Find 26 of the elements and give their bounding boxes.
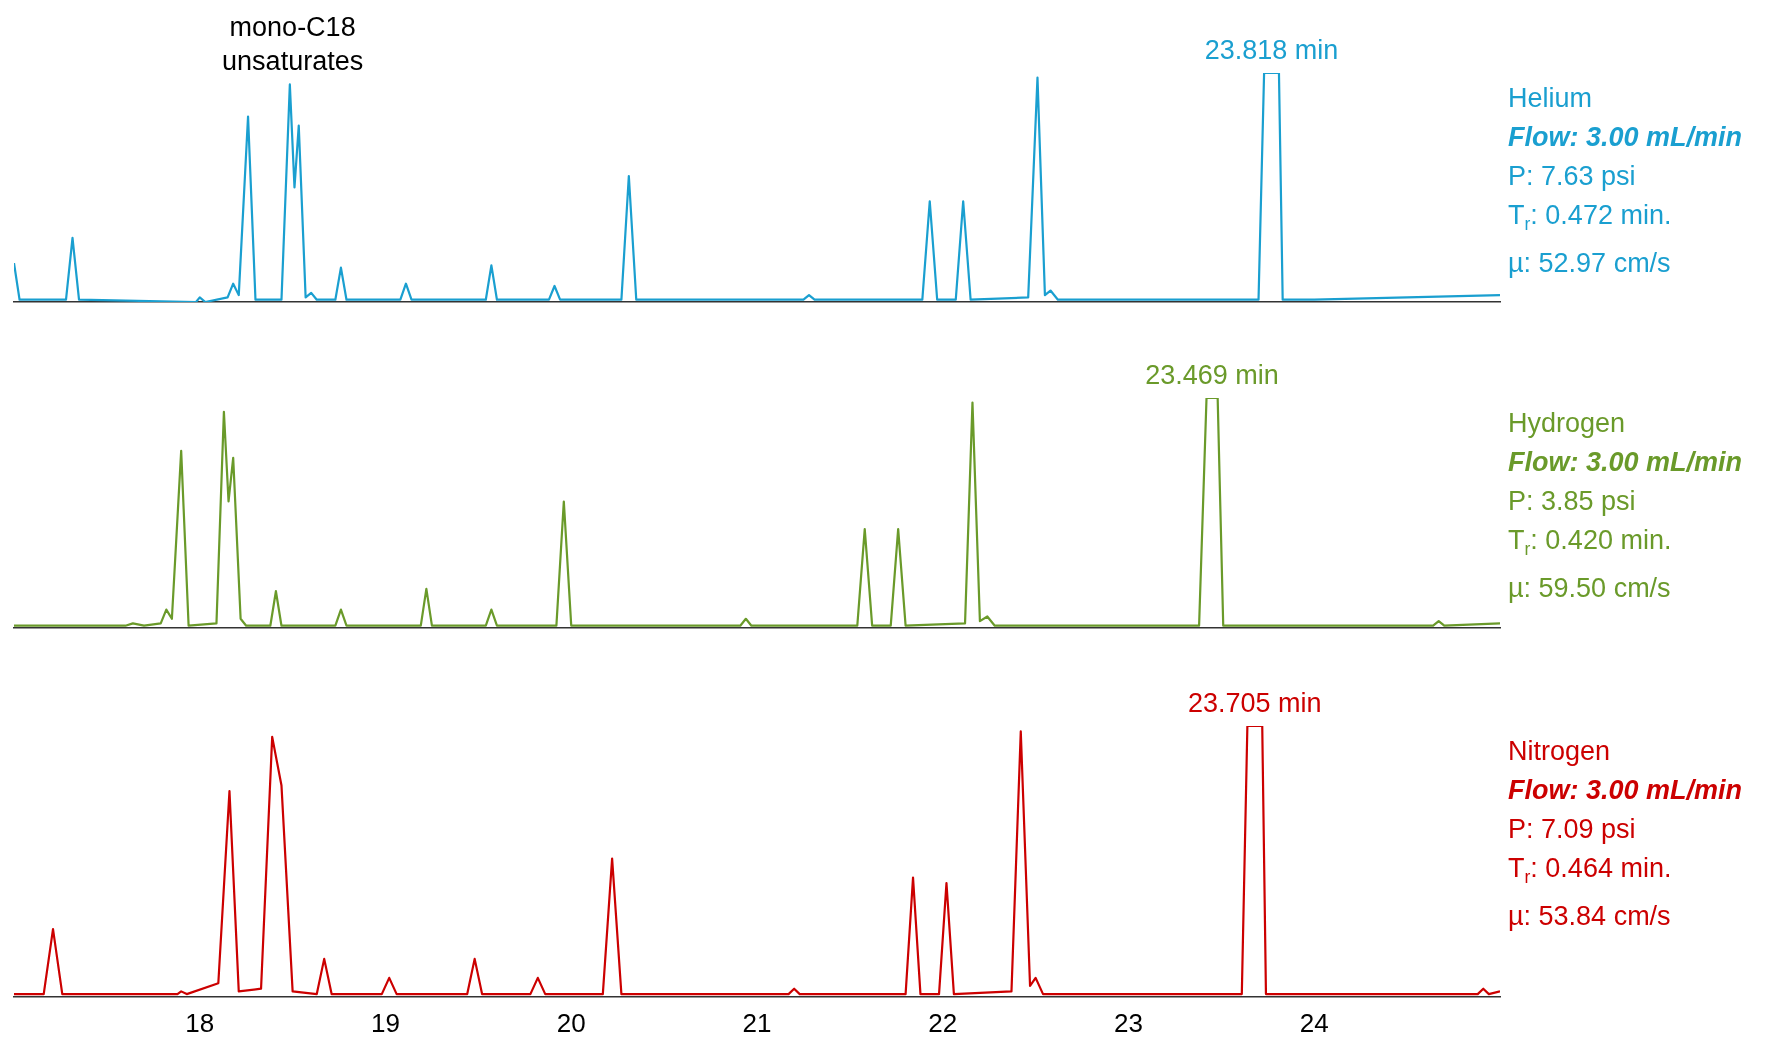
text: Helium — [1508, 82, 1594, 115]
x-tick-label: 20 — [556, 1007, 586, 1038]
text: Flow: 3.00 mL/min — [1508, 446, 1743, 479]
x-tick-label: 22 — [928, 1007, 958, 1038]
text: T$_{r}$: 0.464 min. — [1508, 852, 1673, 890]
x-tick-label: 19 — [371, 1007, 400, 1038]
text: µ: 59.50 cm/s — [1508, 572, 1672, 606]
text: T$_{r}$: 0.420 min. — [1508, 524, 1673, 562]
text: Flow: 3.00 mL/min — [1508, 774, 1743, 807]
text: Nitrogen — [1508, 735, 1612, 768]
text: Hydrogen — [1508, 407, 1627, 440]
x-tick-label: 23 — [1114, 1007, 1143, 1038]
x-tick-label: 18 — [185, 1007, 215, 1038]
text: P: 7.09 psi — [1508, 813, 1637, 846]
x-tick-label: 21 — [742, 1007, 772, 1038]
text: P: 3.85 psi — [1508, 485, 1637, 518]
text: µ: 53.84 cm/s — [1508, 900, 1672, 934]
x-tick-label: 24 — [1299, 1007, 1329, 1038]
text: T$_{r}$: 0.472 min. — [1508, 199, 1673, 237]
text: Flow: 3.00 mL/min — [1508, 121, 1743, 154]
text: µ: 52.97 cm/s — [1508, 247, 1672, 281]
text: P: 7.63 psi — [1508, 160, 1637, 193]
annotation: 23.705 min — [1188, 687, 1322, 718]
annotation: 23.469 min — [1145, 359, 1279, 390]
annotation: 23.818 min — [1204, 34, 1339, 65]
annotation: mono-C18 unsaturates — [222, 12, 364, 77]
